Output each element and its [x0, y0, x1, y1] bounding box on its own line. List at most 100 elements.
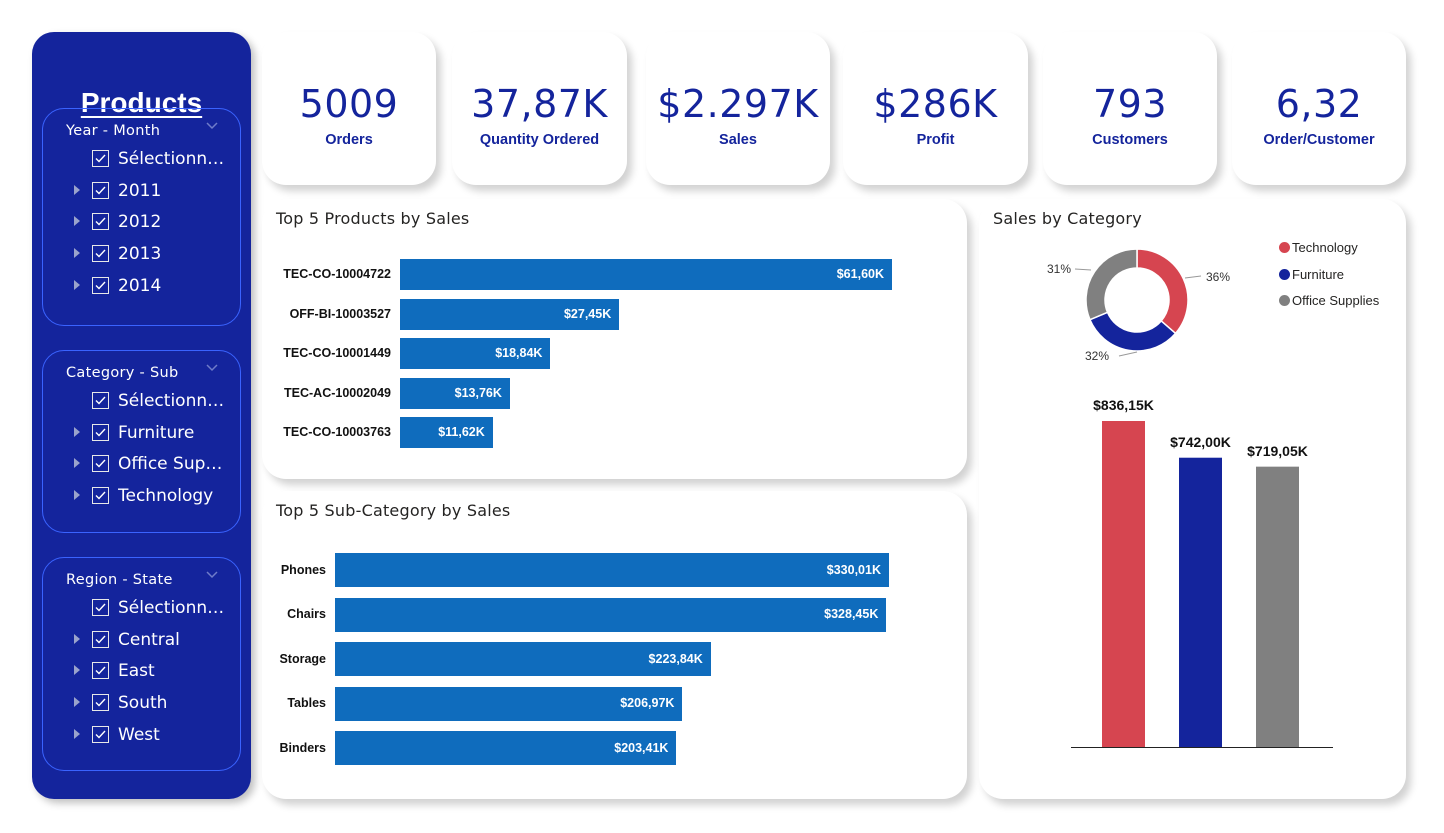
expand-arrow-icon[interactable]: [74, 458, 80, 469]
bar-row[interactable]: TEC-CO-10001449 $18,84K: [262, 338, 967, 369]
checkbox-checked[interactable]: [92, 630, 109, 648]
expand-arrow-icon[interactable]: [74, 216, 80, 227]
bar[interactable]: $18,84K: [400, 338, 551, 369]
category-bar-furniture[interactable]: [1179, 457, 1222, 747]
slicer-item-technology[interactable]: Technology: [43, 486, 242, 508]
checkbox-checked[interactable]: [92, 245, 109, 263]
legend-label: Office Supplies: [1292, 293, 1380, 308]
expand-arrow-icon[interactable]: [74, 697, 80, 708]
bar[interactable]: $223,84K: [335, 642, 711, 676]
slicer-header: Category - Sub: [66, 365, 179, 381]
bar-category-label: TEC-CO-10003763: [283, 425, 391, 439]
bar-row[interactable]: OFF-BI-10003527 $27,45K: [262, 298, 967, 330]
kpi-card-customers: 793 Customers: [1043, 32, 1217, 185]
slicer-item-2013[interactable]: 2013: [43, 244, 242, 266]
slicer-item-east[interactable]: East: [43, 661, 242, 683]
bar-row[interactable]: Storage $223,84K: [262, 642, 967, 676]
check-icon: [95, 730, 106, 739]
slicer-item-central[interactable]: Central: [43, 630, 242, 652]
slicer-item-2012[interactable]: 2012: [43, 212, 242, 234]
bar[interactable]: $11,62K: [400, 417, 493, 448]
kpi-card-profit: $286K Profit: [843, 32, 1028, 185]
bar-category-label: OFF-BI-10003527: [289, 306, 391, 321]
kpi-card-order-customer: 6,32 Order/Customer: [1232, 32, 1406, 185]
expand-arrow-icon[interactable]: [74, 426, 80, 437]
slicer-item-label: Sélectionner tout: [118, 391, 230, 411]
bar[interactable]: $328,45K: [335, 597, 887, 632]
bar[interactable]: $13,76K: [400, 377, 510, 409]
bar[interactable]: $61,60K: [400, 259, 892, 290]
checkbox-checked[interactable]: [92, 725, 109, 743]
category-bar-technology[interactable]: [1102, 421, 1145, 747]
expand-arrow-icon[interactable]: [74, 279, 80, 290]
checkbox-checked[interactable]: [92, 392, 109, 409]
kpi-value: 37,87K: [471, 82, 608, 126]
kpi-value: $286K: [873, 82, 998, 126]
chevron-down-icon[interactable]: [206, 364, 218, 372]
slicer-region-state[interactable]: Region - State Sélectionner tout Central Ea…: [42, 557, 241, 771]
bar-row[interactable]: Tables $206,97K: [262, 686, 967, 721]
bar-row[interactable]: Binders $203,41K: [262, 731, 967, 765]
chevron-down-icon[interactable]: [206, 122, 218, 130]
bar[interactable]: $203,41K: [335, 731, 677, 765]
legend-item-technology[interactable]: Technology: [1279, 240, 1358, 255]
check-icon: [95, 666, 106, 675]
donut-slice-furniture[interactable]: [1088, 311, 1177, 352]
checkbox-checked[interactable]: [92, 276, 109, 294]
bar-row[interactable]: Chairs $328,45K: [262, 597, 967, 632]
category-bar-office-supplies[interactable]: [1256, 466, 1299, 747]
expand-arrow-icon[interactable]: [74, 184, 80, 195]
bar-row[interactable]: TEC-AC-10002049 $13,76K: [262, 377, 967, 409]
legend-item-office-supplies[interactable]: Office Supplies: [1279, 293, 1379, 308]
slicer-item-s-lectionner-tout[interactable]: Sélectionner tout: [43, 149, 242, 171]
bar-value-label: $328,45K: [824, 607, 879, 621]
slicer-item-2014[interactable]: 2014: [43, 276, 242, 298]
top-subcategory-title: Top 5 Sub-Category by Sales: [276, 501, 511, 520]
checkbox-checked[interactable]: [92, 487, 109, 505]
chevron-down-icon[interactable]: [206, 571, 218, 579]
bar[interactable]: $206,97K: [335, 686, 683, 721]
slicer-category-sub[interactable]: Category - Sub Sélectionner tout Furniture…: [42, 350, 241, 533]
checkbox-checked[interactable]: [92, 181, 109, 199]
expand-arrow-icon[interactable]: [74, 490, 80, 501]
sales-by-category-panel: Sales by Category Technology Furniture Off…: [979, 199, 1406, 799]
bar[interactable]: $27,45K: [400, 298, 620, 330]
bar-row[interactable]: Phones $330,01K: [262, 553, 967, 587]
slicer-item-s-lectionner-tout[interactable]: Sélectionner tout: [43, 391, 242, 413]
slicer-item-s-lectionner-tout[interactable]: Sélectionner tout: [43, 598, 242, 620]
slicer-item-2011[interactable]: 2011: [43, 181, 242, 203]
kpi-label: Sales: [719, 132, 757, 148]
checkbox-checked[interactable]: [92, 423, 109, 441]
kpi-label: Customers: [1092, 132, 1168, 148]
bar-value-label: $61,60K: [836, 267, 884, 281]
expand-arrow-icon[interactable]: [74, 633, 80, 644]
bar-row[interactable]: TEC-CO-10004722 $61,60K: [262, 259, 967, 290]
checkbox-checked[interactable]: [92, 213, 109, 231]
slicer-item-west[interactable]: West: [43, 725, 242, 747]
legend-item-furniture[interactable]: Furniture: [1279, 267, 1344, 282]
slicer-item-furniture[interactable]: Furniture: [43, 423, 242, 445]
slicer-item-south[interactable]: South: [43, 693, 242, 715]
check-icon: [95, 281, 106, 290]
bar[interactable]: $330,01K: [335, 553, 889, 587]
bar-value-label: $27,45K: [563, 306, 612, 321]
kpi-value: $2.297K: [657, 82, 819, 126]
donut-percent-label: 36%: [1206, 270, 1231, 284]
donut-slice-technology[interactable]: [1136, 248, 1189, 335]
bar-row[interactable]: TEC-CO-10003763 $11,62K: [262, 417, 967, 448]
expand-arrow-icon[interactable]: [74, 665, 80, 676]
slicer-year-month[interactable]: Year - Month Sélectionner tout 2011 2012 201…: [42, 108, 241, 326]
checkbox-checked[interactable]: [92, 694, 109, 712]
slicer-item-label: Sélectionner tout: [118, 598, 230, 618]
checkbox-checked[interactable]: [92, 599, 109, 616]
check-icon: [95, 186, 106, 195]
checkbox-checked[interactable]: [92, 662, 109, 680]
expand-arrow-icon[interactable]: [74, 248, 80, 259]
expand-arrow-icon[interactable]: [74, 728, 80, 739]
slicer-item-office-supplies[interactable]: Office Supplies: [43, 454, 242, 476]
kpi-value: 6,32: [1275, 82, 1363, 126]
checkbox-checked[interactable]: [92, 455, 109, 473]
donut-slice-office-supplies[interactable]: [1085, 248, 1138, 321]
checkbox-checked[interactable]: [92, 150, 109, 167]
bar-value-label: $330,01K: [826, 562, 881, 577]
